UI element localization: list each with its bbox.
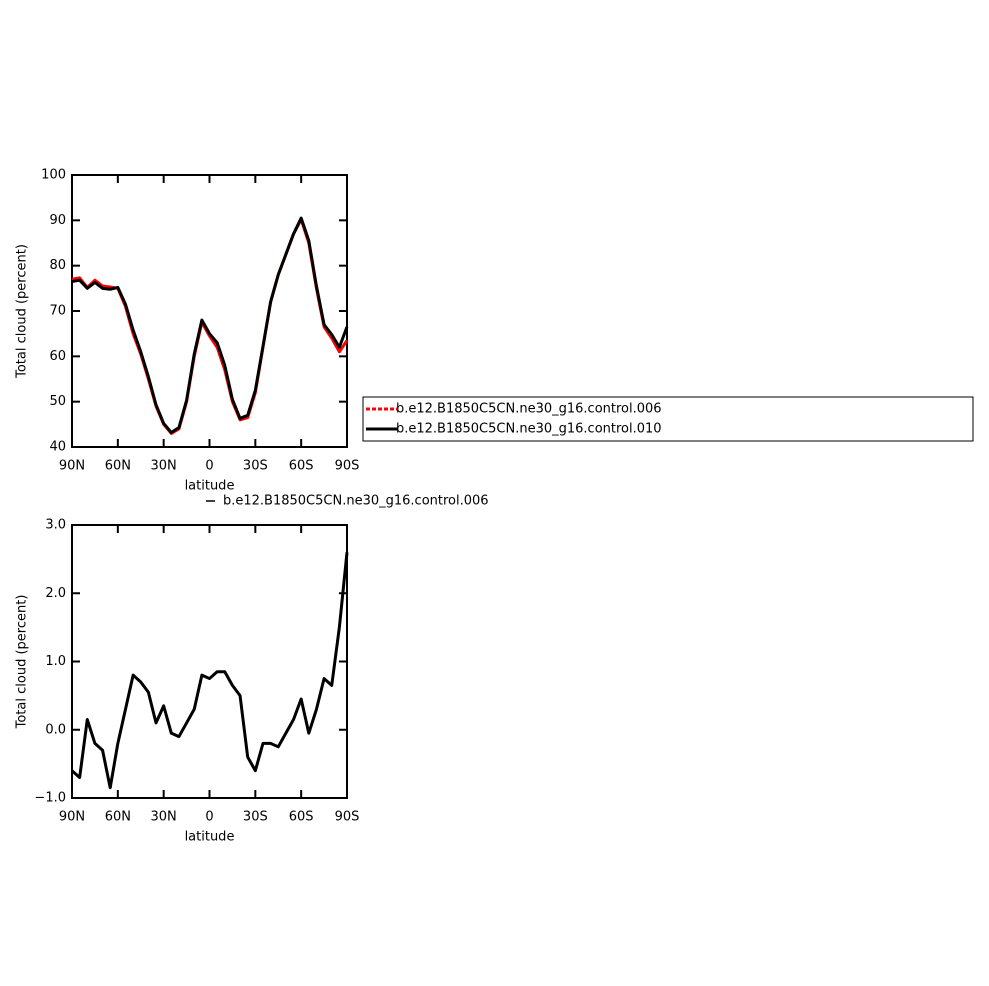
- x-tick-label: 30N: [151, 459, 177, 474]
- x-tick-label: 0: [205, 459, 213, 474]
- y-tick-label: 1.0: [45, 654, 66, 669]
- x-tick-label: 90S: [335, 810, 360, 825]
- legend-label: b.e12.B1850C5CN.ne30_g16.control.010: [396, 422, 662, 437]
- x-tick-label: 60N: [105, 810, 131, 825]
- y-tick-label: 100: [41, 168, 66, 183]
- y-axis-label: Total cloud (percent): [15, 244, 30, 379]
- y-tick-label: −1.0: [34, 791, 66, 806]
- y-tick-label: 90: [49, 213, 66, 228]
- y-tick-label: 50: [49, 394, 66, 409]
- x-tick-label: 30N: [151, 810, 177, 825]
- series-line: [71, 217, 349, 435]
- x-tick-label: 90S: [335, 459, 360, 474]
- plot-frame: [71, 524, 348, 799]
- y-tick-label: 60: [49, 349, 66, 364]
- x-tick-label: 90N: [59, 810, 85, 825]
- y-axis-label: Total cloud (percent): [15, 595, 30, 730]
- x-axis-label: latitude: [185, 479, 235, 494]
- x-tick-label: 60S: [289, 459, 314, 474]
- x-tick-label: 60N: [105, 459, 131, 474]
- series-line: [71, 216, 349, 434]
- legend-box: [362, 396, 974, 442]
- y-tick-label: 40: [49, 440, 66, 455]
- x-tick-label: 30S: [243, 810, 268, 825]
- y-tick-label: 0.0: [45, 722, 66, 737]
- x-tick-label: 90N: [59, 459, 85, 474]
- x-axis-label: latitude: [185, 830, 235, 845]
- y-tick-label: 2.0: [45, 586, 66, 601]
- legend-label: b.e12.B1850C5CN.ne30_g16.control.006: [396, 402, 662, 417]
- chart-title: b.e12.B1850C5CN.ne30_g16.control.006: [223, 494, 489, 509]
- x-tick-label: 60S: [289, 810, 314, 825]
- y-tick-label: 70: [49, 304, 66, 319]
- series-line: [71, 552, 349, 790]
- y-tick-label: 3.0: [45, 518, 66, 533]
- x-tick-label: 0: [205, 810, 213, 825]
- plot-frame: [71, 174, 348, 448]
- y-tick-label: 80: [49, 258, 66, 273]
- x-tick-label: 30S: [243, 459, 268, 474]
